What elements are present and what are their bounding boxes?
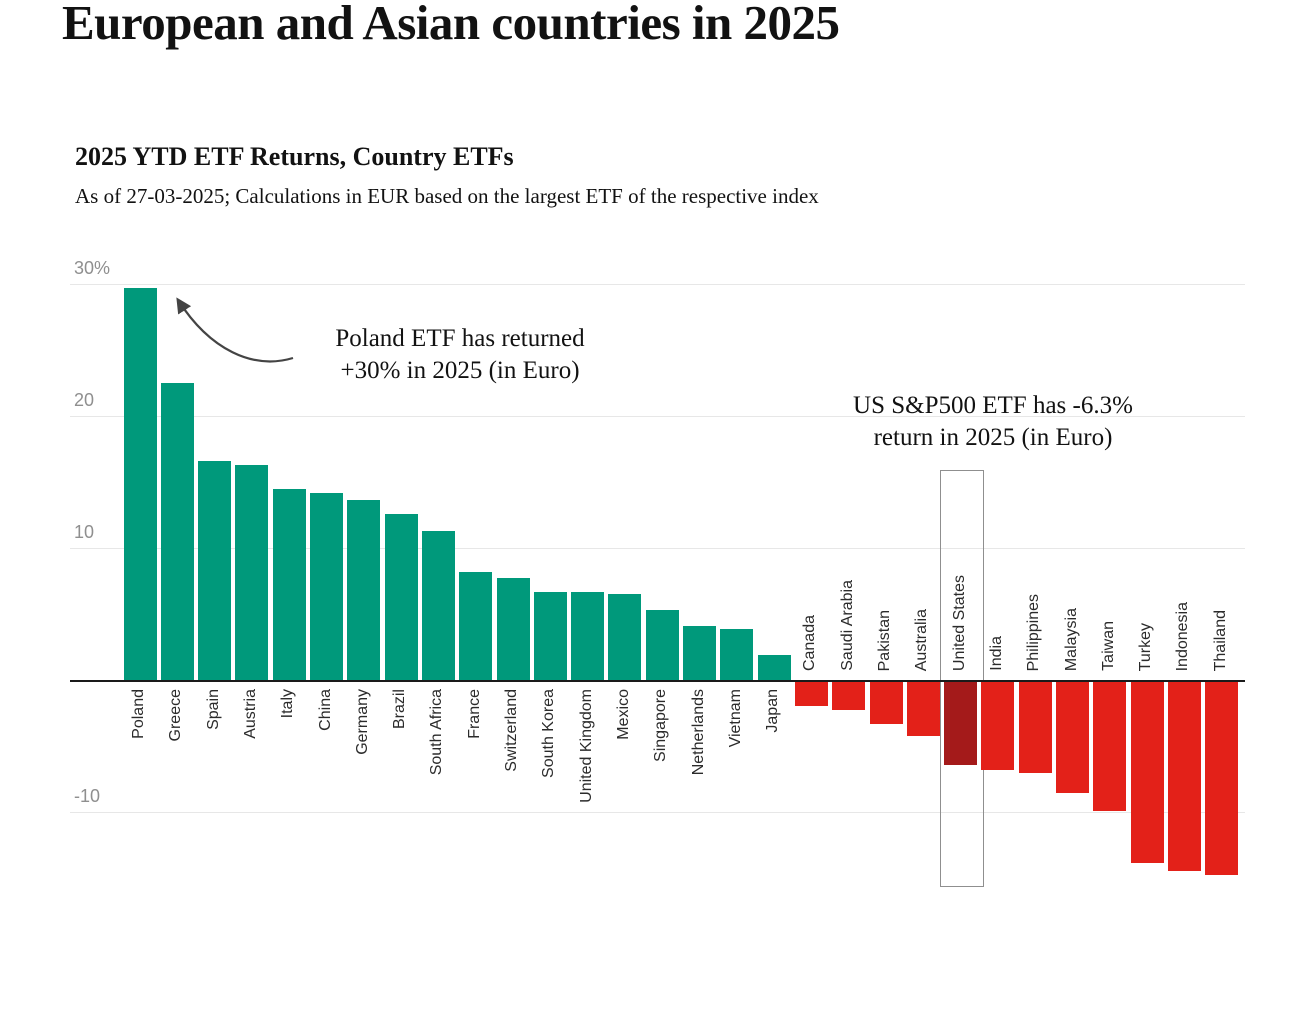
bar-spain bbox=[198, 460, 232, 680]
y-tick-label-10: 10 bbox=[74, 522, 95, 542]
bar-brazil bbox=[384, 513, 418, 680]
bar-malaysia bbox=[1056, 682, 1089, 793]
bar-mexico bbox=[608, 594, 642, 680]
poland-annotation-arrow-icon bbox=[176, 297, 294, 363]
bar-france bbox=[459, 571, 493, 680]
bar-taiwan bbox=[1093, 682, 1127, 812]
bar-label-poland: Poland bbox=[130, 689, 147, 739]
chart-title: 2025 YTD ETF Returns, Country ETFs bbox=[75, 142, 514, 171]
bar-label-austria: Austria bbox=[241, 689, 259, 739]
bar-label-spain: Spain bbox=[204, 689, 222, 730]
bar-label-singapore: Singapore bbox=[652, 689, 670, 762]
bar-netherlands bbox=[683, 625, 716, 680]
bar-label-mexico: Mexico bbox=[614, 689, 632, 740]
gridline-10 bbox=[70, 548, 1245, 549]
bar-label-united-kingdom: United Kingdom bbox=[577, 689, 595, 803]
bar-label-australia: Australia bbox=[913, 608, 931, 671]
bar-label-greece: Greece bbox=[167, 689, 185, 742]
bar-label-south-africa: South Africa bbox=[428, 689, 446, 776]
bar-vietnam bbox=[720, 628, 754, 680]
poland-annotation-line1: Poland ETF has returned bbox=[335, 325, 585, 352]
y-tick-label--10: -10 bbox=[74, 786, 101, 806]
bar-chart-area: 30% 20 10 -10 Poland Greece Spain Austria Italy C… bbox=[70, 250, 1245, 910]
gridline-20 bbox=[70, 416, 1245, 417]
bar-poland bbox=[123, 287, 157, 680]
bar-singapore bbox=[645, 610, 679, 680]
bar-canada bbox=[794, 682, 828, 706]
bar-greece bbox=[160, 383, 194, 680]
chart-subtitle: As of 27-03-2025; Calculations in EUR ba… bbox=[75, 184, 819, 208]
bar-label-netherlands: Netherlands bbox=[689, 689, 707, 776]
bar-label-germany: Germany bbox=[353, 689, 371, 755]
bar-label-china: China bbox=[316, 689, 334, 731]
poland-annotation: Poland ETF has returned +30% in 2025 (in… bbox=[298, 323, 622, 387]
page-headline: European and Asian countries in 2025 bbox=[62, 0, 840, 50]
us-annotation-line2: return in 2025 (in Euro) bbox=[873, 424, 1113, 451]
bar-japan bbox=[757, 654, 791, 680]
bar-thailand bbox=[1205, 682, 1239, 875]
bar-united-states bbox=[944, 682, 978, 766]
bar-china bbox=[310, 492, 343, 680]
bar-label-france: France bbox=[465, 689, 483, 739]
bar-label-canada: Canada bbox=[801, 614, 819, 671]
bar-saudi-arabia bbox=[832, 682, 866, 710]
bar-label-thailand: Thailand bbox=[1211, 609, 1229, 671]
bar-label-united-states: United States bbox=[950, 574, 968, 671]
gridline--10 bbox=[70, 812, 1245, 813]
bar-philippines bbox=[1018, 682, 1052, 774]
bar-austria bbox=[235, 464, 269, 680]
bar-switzerland bbox=[496, 578, 530, 680]
bar-label-brazil: Brazil bbox=[391, 689, 409, 730]
bar-label-saudi-arabia: Saudi Arabia bbox=[838, 580, 856, 671]
bar-south-korea bbox=[533, 591, 567, 680]
poland-annotation-line2: +30% in 2025 (in Euro) bbox=[340, 357, 580, 384]
us-annotation: US S&P500 ETF has -6.3% return in 2025 (… bbox=[826, 390, 1160, 454]
y-tick-label-20: 20 bbox=[74, 390, 95, 410]
bar-germany bbox=[347, 500, 381, 680]
us-annotation-line1: US S&P500 ETF has -6.3% bbox=[853, 392, 1133, 419]
bar-label-india: India bbox=[987, 636, 1005, 671]
bar-india bbox=[981, 682, 1015, 771]
bar-label-south-korea: South Korea bbox=[540, 689, 558, 778]
bar-australia bbox=[906, 682, 940, 737]
bar-label-italy: Italy bbox=[279, 689, 297, 719]
bar-italy bbox=[272, 488, 306, 680]
bar-label-malaysia: Malaysia bbox=[1062, 607, 1080, 671]
bar-indonesia bbox=[1167, 682, 1201, 871]
gridline-30 bbox=[70, 284, 1245, 285]
bar-label-indonesia: Indonesia bbox=[1174, 601, 1192, 671]
bar-label-philippines: Philippines bbox=[1025, 593, 1043, 671]
bar-turkey bbox=[1130, 682, 1164, 863]
bar-label-switzerland: Switzerland bbox=[503, 689, 520, 772]
y-tick-label-30: 30% bbox=[74, 258, 111, 278]
bar-label-pakistan: Pakistan bbox=[876, 609, 893, 671]
bar-united-kingdom bbox=[571, 591, 605, 680]
bar-label-japan: Japan bbox=[764, 689, 782, 733]
x-axis-zero-line bbox=[70, 680, 1245, 682]
bar-south-africa bbox=[421, 530, 455, 680]
bar-pakistan bbox=[869, 682, 903, 725]
highlight-box-united-states bbox=[939, 470, 984, 887]
bar-label-turkey: Turkey bbox=[1137, 622, 1155, 671]
bar-label-vietnam: Vietnam bbox=[726, 689, 744, 748]
bar-label-taiwan: Taiwan bbox=[1099, 621, 1117, 671]
